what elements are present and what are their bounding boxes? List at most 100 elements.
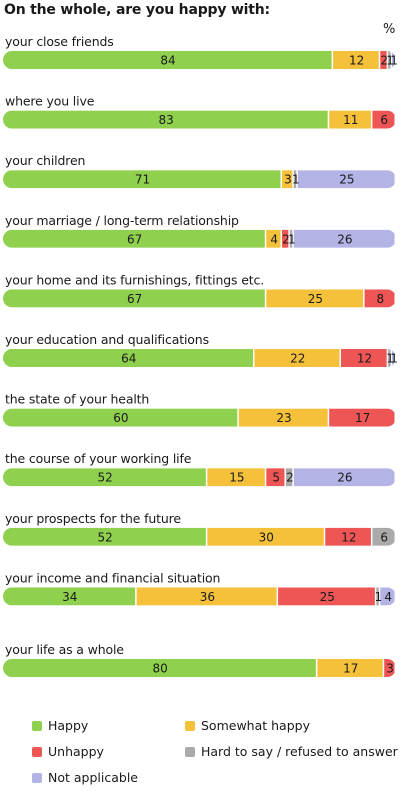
bar-segment-unhappy xyxy=(384,659,395,677)
bar-row-the-course-of-your-working-life: the course of your working life 52 15 5 2 26 xyxy=(3,451,395,487)
bar-row-the-state-of-your-health: the state of your health 60 23 17 xyxy=(3,392,395,427)
bar-segment-somewhat-happy xyxy=(136,587,277,606)
bar-segment-happy xyxy=(3,468,206,487)
bar-segment-not-applicable xyxy=(380,587,395,606)
bar-segment-happy xyxy=(3,349,254,367)
bar-segment-hard-to-say-refused-to-answer xyxy=(376,587,379,606)
bar-segments xyxy=(3,51,395,69)
bar-segment-hard-to-say-refused-to-answer xyxy=(285,468,293,487)
bar-segment-somewhat-happy xyxy=(333,51,379,69)
data-label: 12 xyxy=(349,54,364,68)
data-label: 17 xyxy=(343,662,358,676)
data-label: 1 xyxy=(292,173,300,187)
bar-segment-happy xyxy=(3,527,206,546)
bar-segments xyxy=(3,408,395,427)
bar-segment-not-applicable xyxy=(392,51,395,69)
data-label: 52 xyxy=(98,471,113,485)
data-label: 34 xyxy=(62,590,77,604)
category-label: your close friends xyxy=(5,34,114,49)
bar-segment-hard-to-say-refused-to-answer xyxy=(388,349,391,367)
unit-label: % xyxy=(383,22,396,37)
data-label: 1 xyxy=(386,54,394,68)
bar-segment-unhappy xyxy=(282,229,289,248)
category-label: your income and financial situation xyxy=(5,570,220,585)
data-label: 60 xyxy=(113,411,128,425)
data-label: 84 xyxy=(160,54,175,68)
data-label: 2 xyxy=(380,54,388,68)
bar-segment-somewhat-happy xyxy=(282,170,293,189)
data-label: 1 xyxy=(386,352,394,366)
data-label: 6 xyxy=(380,530,388,544)
data-label: 26 xyxy=(337,471,352,485)
bar-segment-somewhat-happy xyxy=(207,468,265,487)
data-label: 25 xyxy=(308,292,323,306)
bar-segment-somewhat-happy xyxy=(266,289,364,308)
data-label: 12 xyxy=(357,352,372,366)
bar-row-your-children: your children 71 3 1 25 xyxy=(3,153,395,189)
category-label: your children xyxy=(5,153,85,168)
data-label: 25 xyxy=(320,590,335,604)
bar-segment-somewhat-happy xyxy=(254,349,340,367)
bar-row-where-you-live: where you live 83 11 6 xyxy=(3,94,395,129)
bar-segment-hard-to-say-refused-to-answer xyxy=(293,170,297,189)
bar-row-your-life-as-a-whole: your life as a whole 80 17 3 xyxy=(3,642,395,677)
category-label: your prospects for the future xyxy=(5,511,181,526)
data-label: 2 xyxy=(286,471,294,485)
bar-segments xyxy=(3,170,395,189)
data-label: 3 xyxy=(284,173,292,187)
bar-segment-not-applicable xyxy=(297,170,395,189)
data-label: 6 xyxy=(380,113,388,127)
bar-segment-somewhat-happy xyxy=(317,659,383,677)
data-label: 8 xyxy=(376,292,384,306)
data-label: 4 xyxy=(384,590,392,604)
bar-segment-somewhat-happy xyxy=(266,229,281,248)
bar-row-your-home-and-its-furnishings-fittings-etc: your home and its furnishings, fittings … xyxy=(3,272,395,308)
category-label: where you live xyxy=(5,94,95,109)
bar-segment-somewhat-happy xyxy=(329,110,371,129)
data-label: 67 xyxy=(127,292,142,306)
data-label: 30 xyxy=(259,530,274,544)
data-label: 83 xyxy=(158,113,173,127)
bar-segment-hard-to-say-refused-to-answer xyxy=(388,51,391,69)
bar-row-your-prospects-for-the-future: your prospects for the future 52 30 12 6 xyxy=(3,511,395,546)
bar-segments xyxy=(3,289,395,308)
data-label: 22 xyxy=(290,352,305,366)
bar-segment-unhappy xyxy=(380,51,387,69)
category-label: your marriage / long-term relationship xyxy=(5,213,239,228)
category-label: your home and its furnishings, fittings … xyxy=(5,272,264,287)
category-label: your life as a whole xyxy=(5,642,124,657)
bar-segments xyxy=(3,349,395,367)
data-label: 11 xyxy=(343,113,358,127)
bar-segment-not-applicable xyxy=(392,349,395,367)
bar-segment-happy xyxy=(3,587,136,606)
bar-segment-happy xyxy=(3,51,332,69)
bar-segments xyxy=(3,659,395,677)
bar-segment-unhappy xyxy=(364,289,395,308)
bar-row-your-close-friends: your close friends 84 12 211 xyxy=(3,34,398,69)
bar-row-your-education-and-qualifications: your education and qualifications 64 22 12 1… xyxy=(3,332,398,367)
bar-segment-unhappy xyxy=(372,110,395,129)
data-label: 25 xyxy=(339,173,354,187)
data-label: 36 xyxy=(200,590,215,604)
data-label: 23 xyxy=(276,411,291,425)
data-label: 67 xyxy=(127,232,142,246)
data-label: 52 xyxy=(98,530,113,544)
bar-segment-not-applicable xyxy=(293,229,395,248)
bar-segment-somewhat-happy xyxy=(238,408,328,427)
bar-segments xyxy=(3,229,395,248)
bar-segments xyxy=(3,527,395,546)
bar-segment-unhappy xyxy=(278,587,375,606)
bar-segments xyxy=(3,468,395,487)
bar-row-your-marriage-long-term-relationship: your marriage / long-term relationship 67… xyxy=(3,213,395,248)
bar-row-your-income-and-financial-situation: your income and financial situation 34 36 2… xyxy=(3,570,395,606)
data-label: 5 xyxy=(272,471,280,485)
bar-segment-hard-to-say-refused-to-answer xyxy=(372,527,395,546)
bar-segment-unhappy xyxy=(266,468,285,487)
bar-segment-hard-to-say-refused-to-answer xyxy=(289,229,293,248)
data-label: 1 xyxy=(288,232,296,246)
data-label: 12 xyxy=(341,530,356,544)
bar-segment-unhappy xyxy=(340,349,387,367)
bar-segment-happy xyxy=(3,229,265,248)
bar-segments xyxy=(3,587,395,606)
